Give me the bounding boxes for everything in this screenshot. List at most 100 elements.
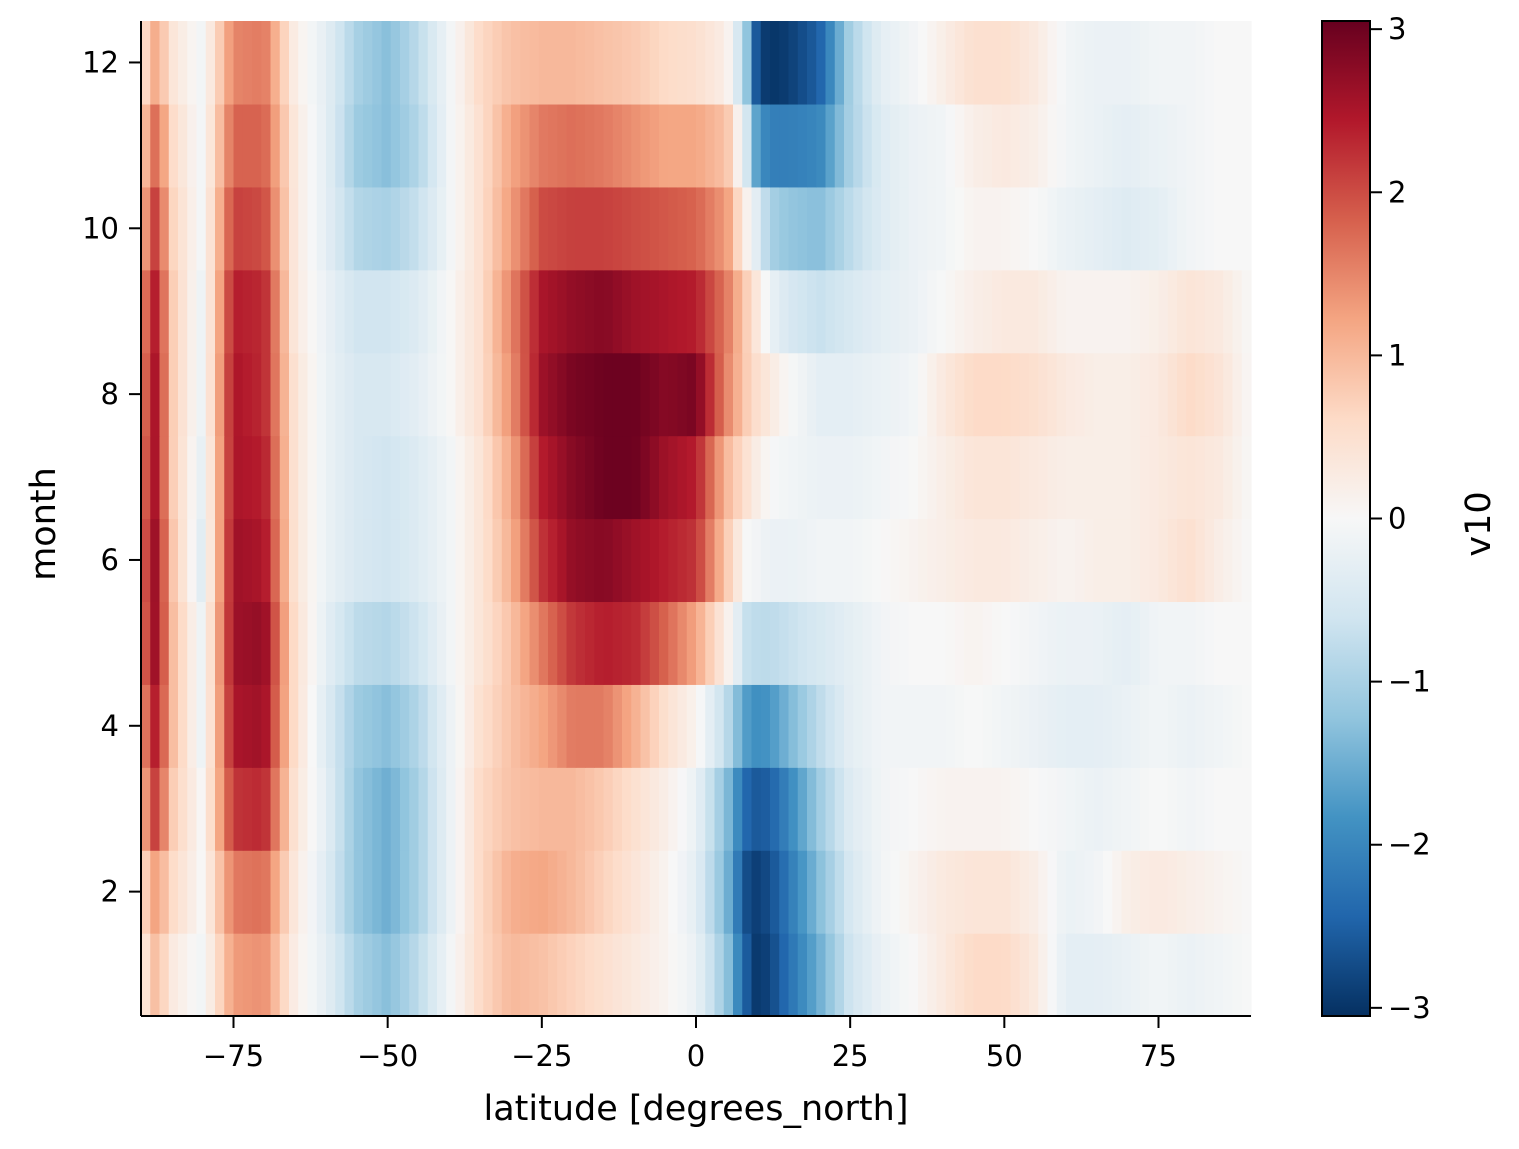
heatmap-cell [1103, 352, 1113, 437]
heatmap-cell [279, 435, 290, 520]
heatmap-cell [899, 518, 910, 603]
heatmap-cell [353, 601, 364, 685]
heatmap-cell [1204, 684, 1215, 768]
heatmap-cell [585, 601, 595, 685]
heatmap-cell [279, 518, 290, 603]
heatmap-cell [686, 601, 697, 685]
heatmap-cell [862, 601, 873, 685]
heatmap-cell [1093, 352, 1104, 437]
heatmap-cell [252, 518, 262, 603]
heatmap-cell [501, 352, 512, 437]
heatmap-cell [594, 933, 605, 1017]
heatmap-cell [168, 850, 179, 934]
heatmap-cell [159, 850, 170, 934]
heatmap-cell [1066, 684, 1076, 768]
heatmap-cell [964, 767, 975, 851]
heatmap-cell [1112, 269, 1123, 354]
heatmap-cell [1140, 850, 1150, 934]
heatmap-cell [178, 103, 188, 188]
heatmap-cell [511, 435, 521, 520]
heatmap-cell [862, 21, 873, 105]
heatmap-cell [1056, 850, 1067, 934]
heatmap-cell [159, 518, 170, 603]
heatmap-cell [437, 21, 447, 105]
heatmap-cell [205, 435, 216, 520]
heatmap-cell [326, 684, 336, 768]
heatmap-cell [390, 518, 401, 603]
heatmap-cell [501, 21, 512, 105]
heatmap-cell [936, 435, 947, 520]
heatmap-cell [603, 850, 614, 934]
heatmap-cell [742, 352, 753, 437]
heatmap-cell [825, 352, 836, 437]
heatmap-cell [427, 767, 438, 851]
heatmap-cell [871, 186, 882, 271]
heatmap-cell [1140, 601, 1150, 685]
heatmap-cell [1112, 518, 1123, 603]
heatmap-cell [1241, 601, 1252, 685]
heatmap-cell [723, 518, 734, 603]
heatmap-cell [760, 767, 771, 851]
heatmap-cell [187, 601, 198, 685]
heatmap-cell [982, 933, 993, 1017]
heatmap-cell [1084, 850, 1095, 934]
heatmap-cell [594, 103, 605, 188]
heatmap-cell [733, 850, 743, 934]
heatmap-cell [1084, 21, 1095, 105]
heatmap-cell [677, 850, 688, 934]
heatmap-cell [973, 518, 984, 603]
heatmap-cell [326, 850, 336, 934]
heatmap-cell [585, 269, 595, 354]
heatmap-cell [233, 435, 244, 520]
heatmap-cell [455, 435, 466, 520]
heatmap-cell [566, 518, 577, 603]
heatmap-cell [1223, 850, 1234, 934]
heatmap-cell [918, 103, 928, 188]
heatmap-cell [520, 186, 531, 271]
heatmap-cell [307, 103, 318, 188]
heatmap-cell [418, 767, 429, 851]
heatmap-cell [492, 933, 503, 1017]
heatmap-cell [1149, 435, 1160, 520]
heatmap-cell [992, 269, 1002, 354]
heatmap-cell [797, 933, 808, 1017]
heatmap-cell [751, 601, 762, 685]
heatmap-cell [927, 21, 938, 105]
heatmap-cell [289, 933, 299, 1017]
heatmap-cell [677, 518, 688, 603]
heatmap-cell [178, 518, 188, 603]
heatmap-cell [705, 352, 716, 437]
heatmap-cell [631, 518, 642, 603]
heatmap-cell [881, 269, 891, 354]
heatmap-cell [1038, 103, 1049, 188]
heatmap-cell [224, 186, 235, 271]
heatmap-cell [908, 684, 919, 768]
heatmap-cell [187, 850, 198, 934]
heatmap-cell [501, 269, 512, 354]
heatmap-cell [649, 601, 660, 685]
heatmap-cell [483, 103, 494, 188]
heatmap-cell [714, 21, 725, 105]
heatmap-cell [945, 435, 956, 520]
heatmap-cell [788, 352, 799, 437]
heatmap-cell [890, 601, 901, 685]
heatmap-cell [187, 21, 198, 105]
heatmap-cell [529, 518, 540, 603]
heatmap-cell [640, 269, 651, 354]
heatmap-cell [446, 21, 457, 105]
heatmap-cell [233, 352, 244, 437]
heatmap-cell [1047, 269, 1058, 354]
heatmap-cell [270, 518, 281, 603]
heatmap-cell [760, 352, 771, 437]
heatmap-cell [1056, 601, 1067, 685]
heatmap-cell [853, 103, 864, 188]
heatmap-cell [696, 103, 706, 188]
heatmap-cell [400, 684, 410, 768]
heatmap-cell [1019, 684, 1030, 768]
heatmap-cell [751, 684, 762, 768]
heatmap-cell [696, 186, 706, 271]
heatmap-cell [853, 767, 864, 851]
heatmap-cell [1223, 684, 1234, 768]
colorbar-label: v10 [1459, 491, 1499, 556]
heatmap-cell [363, 933, 373, 1017]
